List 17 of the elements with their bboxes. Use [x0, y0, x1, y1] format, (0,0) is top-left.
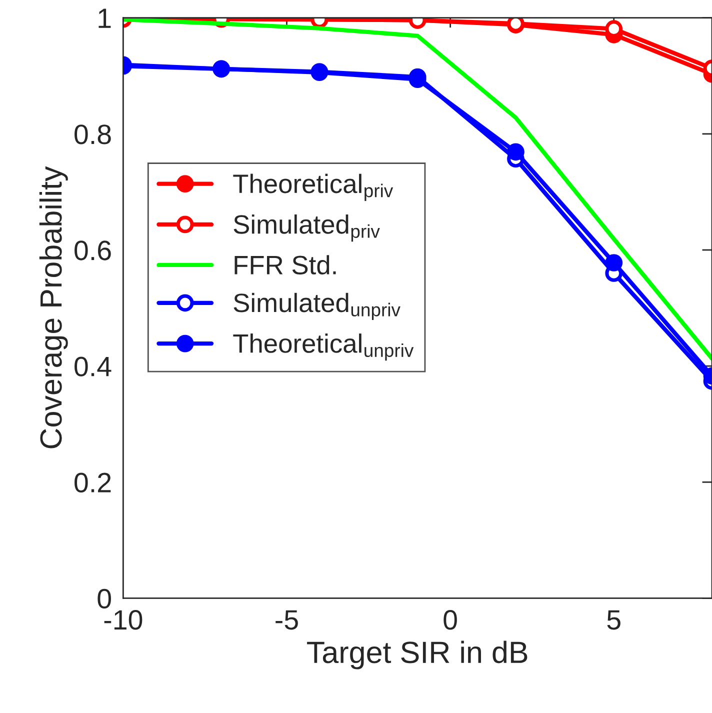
y-axis-title: Coverage Probability — [39, 166, 68, 448]
y-tick-label: 0.6 — [74, 240, 111, 260]
x-tick-label: 5 — [607, 610, 620, 630]
legend-label: Theoretical$_{unpriv}$ — [233, 334, 414, 361]
legend-label: Simulated$_{unpriv}$ — [234, 292, 400, 320]
x-tick-label: -10 — [104, 610, 142, 630]
y-tick-label: 1 — [98, 8, 111, 28]
legend-label: Theoretical$_{priv}$ — [233, 174, 394, 201]
y-tick-label: 0.8 — [74, 124, 111, 144]
x-tick-label: -5 — [276, 610, 298, 630]
y-tick-label: 0.4 — [74, 356, 112, 376]
legend-label: FFR Std. — [234, 255, 336, 274]
y-tick-label: 0 — [98, 588, 111, 609]
x-tick-label: 0 — [444, 610, 457, 630]
x-axis-title: Target SIR in dB — [307, 640, 528, 670]
y-tick-label: 0.2 — [74, 472, 111, 492]
legend-label: Simulated$_{priv}$ — [234, 214, 380, 242]
